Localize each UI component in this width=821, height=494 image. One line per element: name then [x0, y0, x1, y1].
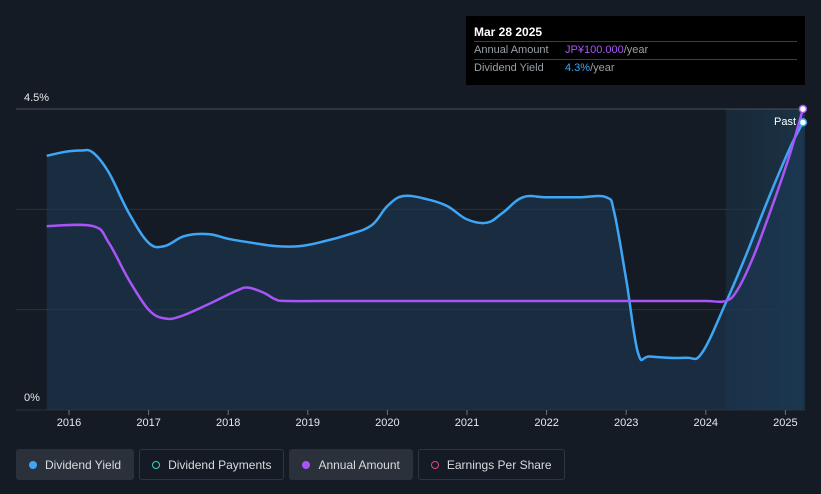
legend-dot-dividend-yield — [29, 460, 37, 469]
dividend-yield-end-marker — [798, 118, 808, 127]
past-label: Past — [774, 116, 796, 128]
x-tick-label-2021: 2021 — [455, 417, 479, 429]
tooltip-yield-unit: /year — [590, 62, 615, 74]
tooltip-annual-amount-value: JP¥100.000 — [565, 44, 624, 56]
chart-legend: Dividend Yield Dividend Payments Annual … — [16, 449, 565, 480]
legend-label-dividend-yield: Dividend Yield — [45, 457, 122, 472]
x-tick-label-2025: 2025 — [773, 417, 797, 429]
y-tick-label-bottom: 0% — [24, 392, 40, 404]
tooltip-date: Mar 28 2025 — [474, 25, 543, 39]
legend-item-dividend-payments[interactable]: Dividend Payments — [139, 449, 285, 480]
legend-dot-annual-amount — [302, 460, 311, 469]
x-tick-label-2016: 2016 — [57, 417, 81, 429]
dividend-yield-area — [46, 122, 803, 411]
annual-amount-end-marker — [798, 104, 808, 114]
legend-label-annual-amount: Annual Amount — [318, 457, 400, 472]
tooltip-yield-value: 4.3% — [565, 62, 591, 74]
y-tick-label-top: 4.5% — [24, 92, 49, 104]
dividend-yield-line — [46, 121, 805, 362]
x-tick-label-2023: 2023 — [614, 417, 638, 429]
legend-dot-earnings-per-share — [430, 460, 439, 469]
annual-amount-line — [46, 108, 805, 321]
x-tick-label-2022: 2022 — [534, 417, 558, 429]
tooltip-row-annual-amount: Annual Amount JP¥100.000 /year — [474, 41, 797, 59]
legend-item-annual-amount[interactable]: Annual Amount — [289, 449, 413, 480]
tooltip-annual-amount-label: Annual Amount — [474, 44, 549, 56]
tooltip-annual-amount-unit: /year — [623, 44, 649, 56]
x-tick-label-2017: 2017 — [136, 417, 160, 429]
legend-item-dividend-yield[interactable]: Dividend Yield — [16, 449, 135, 480]
tooltip: Mar 28 2025 Annual Amount JP¥100.000 /ye… — [466, 16, 805, 85]
tooltip-row-dividend-yield: Dividend Yield 4.3% /year — [474, 59, 797, 77]
x-tick-label-2024: 2024 — [694, 417, 718, 429]
x-tick-label-2018: 2018 — [216, 417, 240, 429]
legend-label-dividend-payments: Dividend Payments — [168, 457, 272, 472]
x-tick-label-2020: 2020 — [375, 417, 399, 429]
x-tick-label-2019: 2019 — [296, 417, 320, 429]
legend-item-earnings-per-share[interactable]: Earnings Per Share — [417, 449, 565, 480]
legend-label-earnings-per-share: Earnings Per Share — [446, 457, 552, 472]
legend-dot-dividend-payments — [152, 460, 161, 469]
tooltip-yield-label: Dividend Yield — [474, 62, 544, 74]
x-axis-ticks: 2016 2017 2018 2019 2020 2021 2022 2023 2024 2025 — [57, 410, 798, 429]
